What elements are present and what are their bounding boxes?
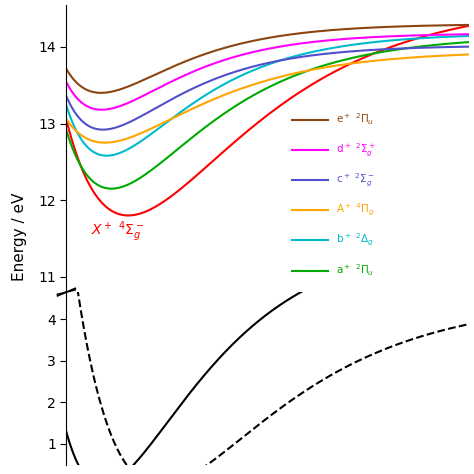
Text: Energy / eV: Energy / eV bbox=[12, 193, 27, 281]
Text: X$^+$ $^4\Sigma_g^-$: X$^+$ $^4\Sigma_g^-$ bbox=[91, 219, 145, 244]
Text: A$^+$ $^4\Pi_g$: A$^+$ $^4\Pi_g$ bbox=[336, 202, 375, 219]
Text: a$^+$ $^2\Pi_u$: a$^+$ $^2\Pi_u$ bbox=[336, 263, 374, 278]
Text: b$^+$ $^2\Delta_g$: b$^+$ $^2\Delta_g$ bbox=[336, 232, 374, 248]
Text: c$^+$ $^2\Sigma_g^-$: c$^+$ $^2\Sigma_g^-$ bbox=[336, 171, 375, 189]
Text: e$^+$ $^2\Pi_u$: e$^+$ $^2\Pi_u$ bbox=[336, 112, 374, 128]
Text: d$^+$ $^2\Sigma_g^+$: d$^+$ $^2\Sigma_g^+$ bbox=[336, 141, 376, 159]
